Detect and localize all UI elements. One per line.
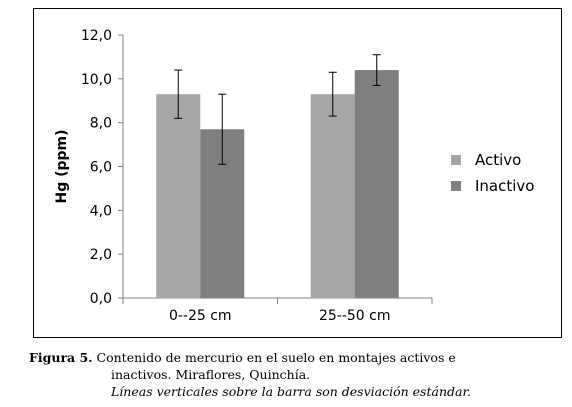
y-tick-label: 4,0 xyxy=(90,203,112,219)
legend-label: Inactivo xyxy=(475,177,534,195)
y-tick-label: 6,0 xyxy=(90,160,112,176)
legend-swatch xyxy=(451,155,461,165)
bar-activo xyxy=(156,94,201,298)
caption-line-2: inactivos. Miraflores, Quinchía. xyxy=(111,367,311,382)
bar-inactivo xyxy=(354,70,399,298)
legend-swatch xyxy=(451,181,461,191)
y-tick-label: 2,0 xyxy=(90,247,112,263)
caption-line-1: Figura 5. Contenido de mercurio en el su… xyxy=(29,349,564,366)
legend-label: Activo xyxy=(475,151,521,169)
figure-caption: Figura 5. Contenido de mercurio en el su… xyxy=(29,349,564,400)
y-axis-title: Hg (ppm) xyxy=(54,129,70,203)
caption-line-3: Líneas verticales sobre la barra son des… xyxy=(111,384,472,399)
bar-chart: 0,0 2,0 4,0 6,0 8,0 10,0 12,0 0--25 cm 25--50 cm… xyxy=(54,28,534,324)
x-category-label: 25--50 cm xyxy=(319,308,391,324)
y-tick-label: 12,0 xyxy=(81,28,112,44)
y-tick-label: 0,0 xyxy=(90,291,112,307)
caption-text-1: Contenido de mercurio en el suelo en mon… xyxy=(96,350,456,365)
caption-label: Figura 5. xyxy=(29,350,93,365)
y-tick-label: 10,0 xyxy=(81,72,112,88)
chart-frame xyxy=(33,8,562,338)
x-category-label: 0--25 cm xyxy=(169,308,232,324)
bar-activo xyxy=(310,94,355,298)
y-tick-label: 8,0 xyxy=(90,116,112,132)
